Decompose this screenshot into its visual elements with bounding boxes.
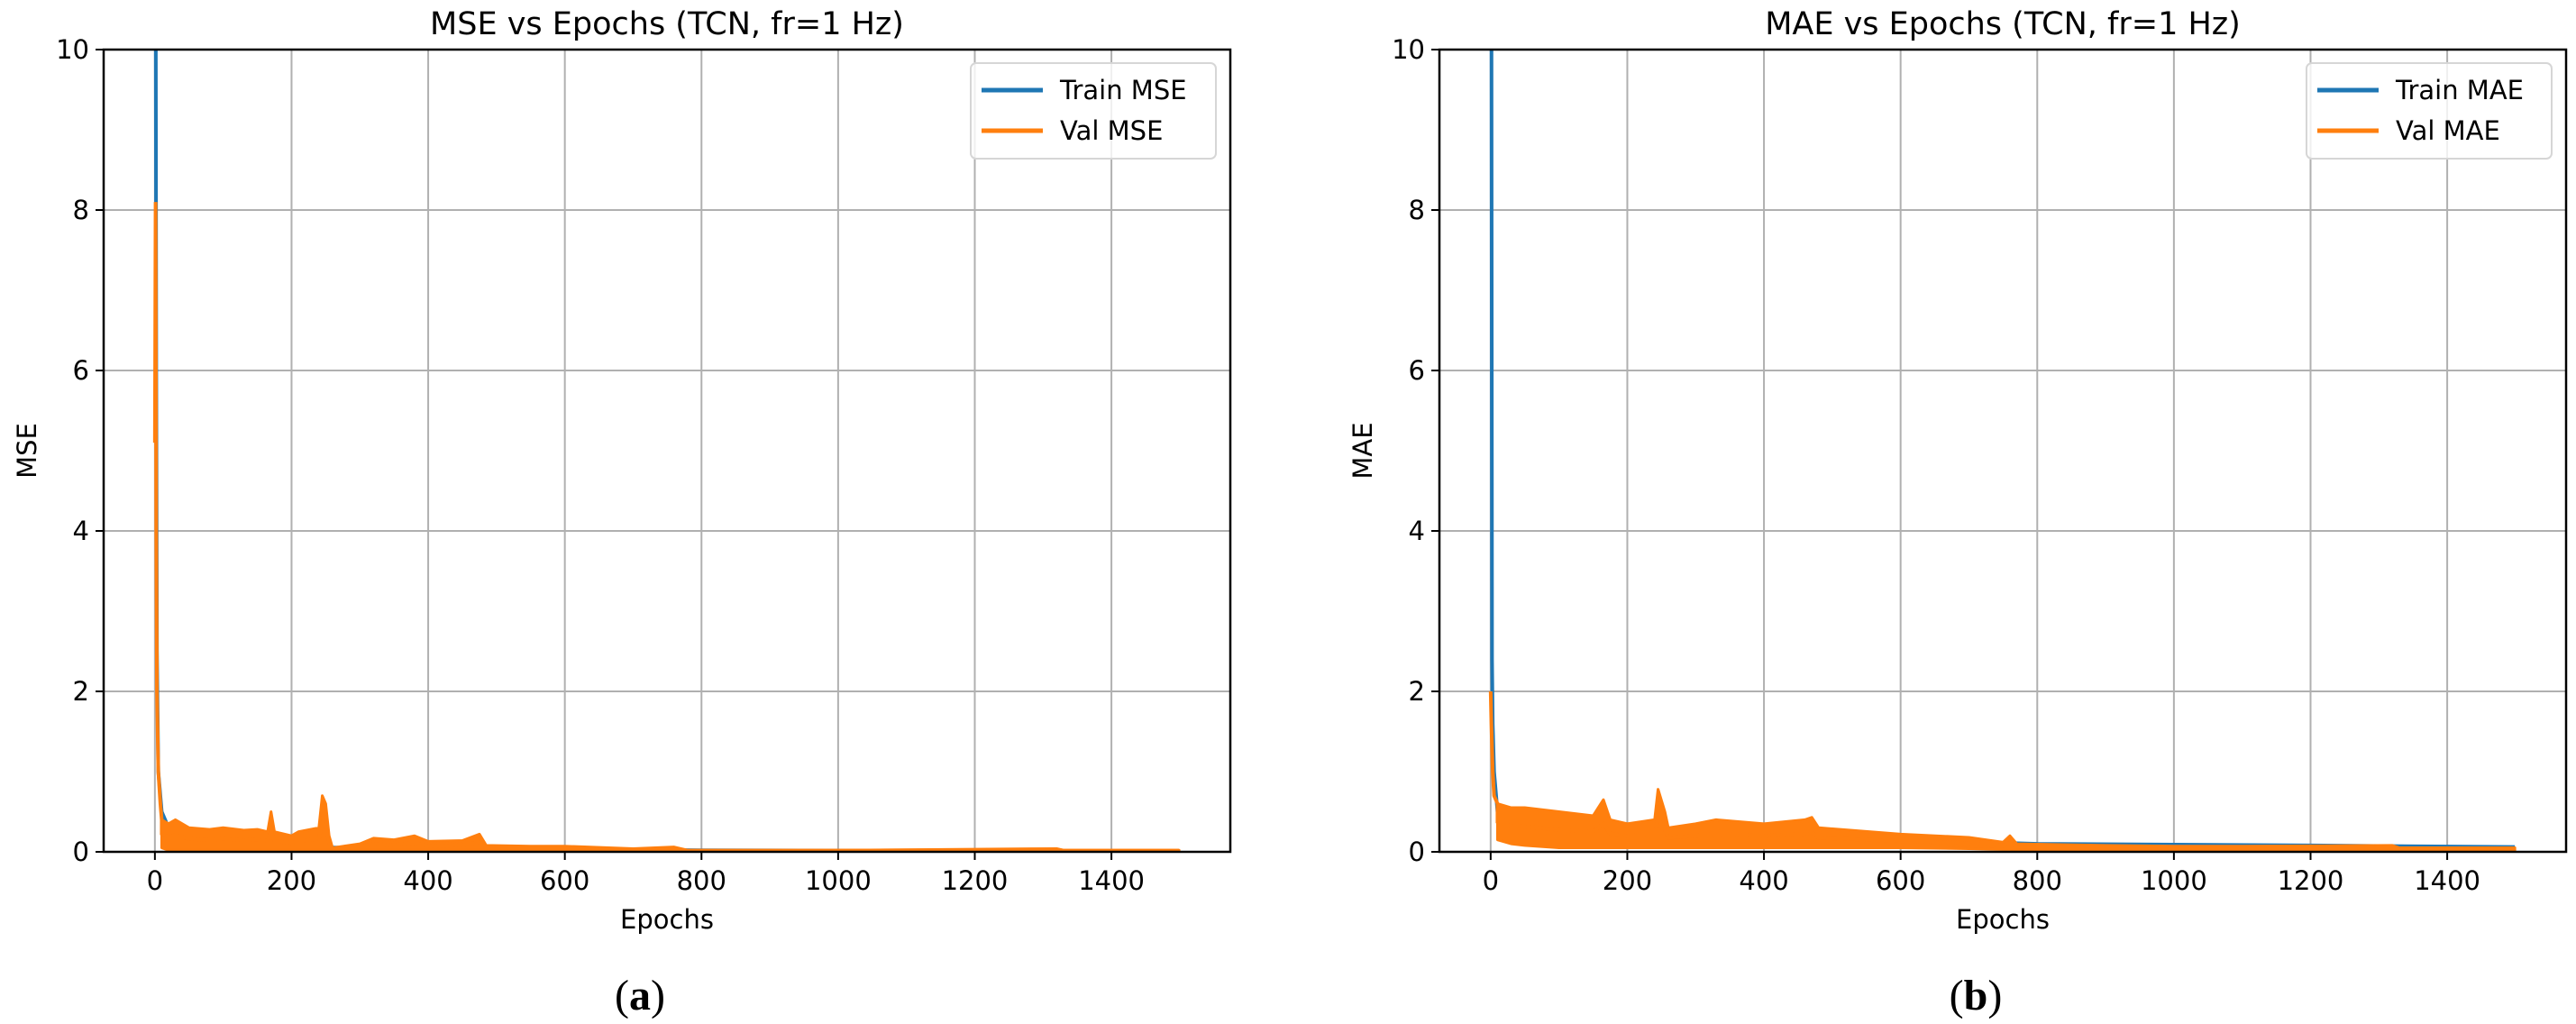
x-tick-label: 1000 (2141, 865, 2207, 896)
y-axis-label: MAE (1347, 422, 1378, 479)
val-mse-oscillation-band (160, 794, 1181, 852)
subplot-a: 0 200 400 600 800 1000 1200 1400 0 2 4 6 8 10 MSE vs E… (12, 6, 1232, 1019)
chart-title: MAE vs Epochs (TCN, fr=1 Hz) (1765, 6, 2241, 42)
x-tick-label: 1200 (2278, 865, 2344, 896)
x-tick-label: 800 (677, 865, 726, 896)
caption-letter: b (1964, 972, 1988, 1019)
y-tick-label: 6 (73, 355, 89, 386)
subplot-b: 0 200 400 600 800 1000 1200 1400 0 2 4 6 8 10 MAE vs E… (1347, 6, 2568, 1019)
x-tick-label: 600 (1876, 865, 1925, 896)
x-tick-label: 400 (1739, 865, 1788, 896)
legend: Train MAE Val MAE (2306, 62, 2553, 160)
legend-label: Train MSE (1059, 75, 1187, 105)
subfigure-caption: (a) (615, 972, 665, 1019)
legend-label: Train MAE (2395, 75, 2524, 105)
plot-area (152, 50, 1181, 852)
y-axis-label: MSE (12, 423, 42, 479)
caption-close-paren: ) (651, 972, 665, 1019)
x-tick-label: 1000 (805, 865, 872, 896)
caption-open-paren: ( (1950, 972, 1964, 1019)
y-tick-label: 8 (1409, 195, 1425, 225)
x-tick-label: 1200 (942, 865, 1009, 896)
legend-box (970, 62, 1217, 160)
x-tick-label: 0 (1483, 865, 1499, 896)
x-tick-label: 800 (2013, 865, 2062, 896)
legend-label: Val MAE (2396, 115, 2500, 146)
y-tick-label: 10 (56, 34, 89, 65)
legend-label: Val MSE (1060, 115, 1163, 146)
x-tick-label: 200 (267, 865, 316, 896)
y-tick-label: 2 (1409, 676, 1425, 707)
axes-frame (102, 48, 1232, 854)
y-tick-label: 0 (1409, 837, 1425, 867)
y-tick-label: 4 (73, 516, 89, 546)
caption-letter: a (629, 972, 651, 1019)
caption-open-paren: ( (615, 972, 629, 1019)
y-tick-label: 8 (73, 195, 89, 225)
x-tick-label: 600 (540, 865, 589, 896)
y-tick-label: 10 (1392, 34, 1425, 65)
caption-close-paren: ) (1987, 972, 2002, 1019)
y-tick-label: 6 (1409, 355, 1425, 386)
x-tick-label: 0 (147, 865, 163, 896)
legend-box (2306, 62, 2553, 160)
chart-title: MSE vs Epochs (TCN, fr=1 Hz) (430, 6, 904, 42)
val-mse-line (152, 202, 1180, 852)
x-tick-label: 200 (1603, 865, 1652, 896)
x-tick-label: 400 (403, 865, 452, 896)
subfigure-caption: (b) (1950, 972, 2003, 1019)
val-mae-line (1488, 690, 2516, 852)
axes-frame (1438, 48, 2568, 854)
val-mae-oscillation-band (1495, 788, 2517, 852)
x-tick-label: 1400 (2414, 865, 2480, 896)
legend: Train MSE Val MSE (970, 62, 1217, 160)
y-tick-label: 4 (1409, 516, 1425, 546)
y-tick-label: 2 (73, 676, 89, 707)
x-tick-label: 1400 (1078, 865, 1145, 896)
x-axis-label: Epochs (1956, 904, 2050, 935)
x-axis-label: Epochs (620, 904, 714, 935)
y-tick-label: 0 (73, 837, 89, 867)
